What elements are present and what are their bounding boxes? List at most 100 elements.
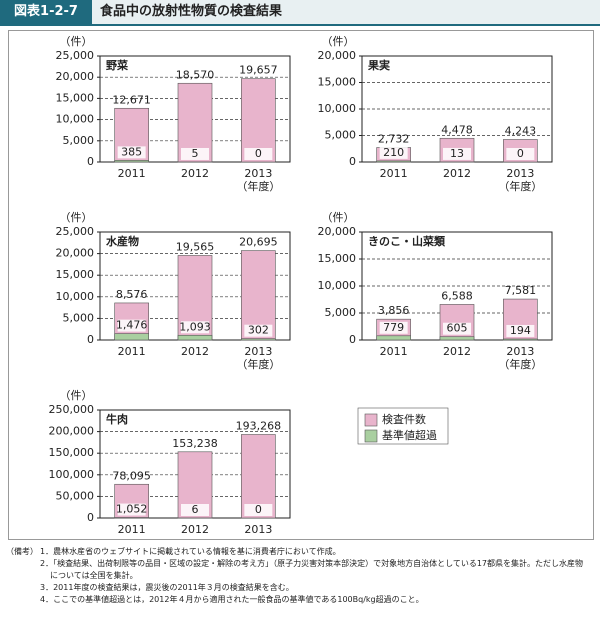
y-tick-label: 10,000 xyxy=(56,113,95,126)
y-tick-label: 0 xyxy=(87,333,94,346)
note-item: 3．2011年度の検査結果は，震災後の2011年３月の検査結果を含む。 xyxy=(40,583,294,592)
y-tick-label: 10,000 xyxy=(56,290,95,303)
y-axis-unit: （件） xyxy=(60,389,93,402)
notes-label: （備考） xyxy=(6,547,38,556)
value-label: 605 xyxy=(447,322,468,335)
x-tick-label: 2011 xyxy=(118,345,146,358)
title-bg xyxy=(364,58,400,74)
x-tick-label: 2013 xyxy=(506,345,534,358)
y-tick-label: 10,000 xyxy=(318,102,357,115)
x-tick-label: 2011 xyxy=(118,523,146,536)
figure-number: 図表1-2-7 xyxy=(0,0,92,24)
value-label: 6 xyxy=(192,503,199,516)
value-label-bg xyxy=(181,147,209,160)
value-label-bg xyxy=(379,321,408,334)
x-axis-unit: （年度） xyxy=(236,179,280,193)
value-label: 78,095 xyxy=(112,469,151,482)
y-tick-label: 5,000 xyxy=(325,306,357,319)
x-tick-label: 2013 xyxy=(244,523,272,536)
chart-title: 果実 xyxy=(367,58,390,72)
value-label: 385 xyxy=(121,145,142,158)
value-label: 193,268 xyxy=(236,420,282,433)
legend-swatch xyxy=(364,413,378,427)
title-bg xyxy=(102,58,138,74)
x-tick-label: 2012 xyxy=(181,345,209,358)
x-tick-label: 2013 xyxy=(244,345,272,358)
y-tick-label: 150,000 xyxy=(49,446,95,459)
value-label: 19,565 xyxy=(176,240,215,253)
y-tick-label: 10,000 xyxy=(318,279,357,292)
x-tick-label: 2011 xyxy=(380,167,408,180)
x-tick-label: 2012 xyxy=(181,523,209,536)
value-label: 1,476 xyxy=(116,319,148,332)
x-axis-unit: （年度） xyxy=(236,357,280,371)
y-tick-label: 250,000 xyxy=(49,403,95,416)
chart-title: 野菜 xyxy=(106,58,129,72)
value-label-bg xyxy=(117,146,146,159)
value-label-bg xyxy=(379,146,408,159)
y-tick-label: 15,000 xyxy=(318,76,357,89)
value-label-bg xyxy=(244,504,273,516)
bar xyxy=(114,333,149,341)
value-label-bg xyxy=(181,321,209,334)
value-label: 18,570 xyxy=(176,68,215,81)
y-tick-label: 5,000 xyxy=(63,311,95,324)
value-label: 6,588 xyxy=(441,289,473,302)
value-label: 194 xyxy=(510,324,531,337)
value-label: 153,238 xyxy=(172,437,218,450)
bar xyxy=(503,338,538,341)
value-label-bg xyxy=(181,503,209,516)
value-label: 20,695 xyxy=(239,236,278,249)
value-label-bg xyxy=(117,503,146,516)
value-label: 1,052 xyxy=(116,503,148,516)
value-label: 1,093 xyxy=(179,320,211,333)
value-label: 210 xyxy=(383,146,404,159)
value-label: 0 xyxy=(255,503,262,516)
value-label: 2,732 xyxy=(378,133,410,146)
x-tick-label: 2011 xyxy=(118,167,146,180)
y-tick-label: 15,000 xyxy=(56,91,95,104)
chart-panel xyxy=(8,30,594,540)
value-label: 779 xyxy=(383,321,404,334)
x-axis-unit: （年度） xyxy=(498,357,542,371)
x-tick-label: 2012 xyxy=(181,167,209,180)
y-tick-label: 0 xyxy=(87,155,94,168)
y-axis-unit: （件） xyxy=(322,211,355,224)
value-label: 5 xyxy=(192,147,199,160)
value-label: 302 xyxy=(248,324,269,337)
value-label: 19,657 xyxy=(239,64,278,77)
x-axis-unit: （年度） xyxy=(498,179,542,193)
title-bg xyxy=(364,234,470,250)
x-tick-label: 2012 xyxy=(443,167,471,180)
notes: （備考） 1．農林水産省のウェブサイトに掲載されている情報を基に消費者庁において… xyxy=(6,546,590,606)
legend-label: 基準値超過 xyxy=(382,428,437,442)
y-tick-label: 5,000 xyxy=(63,134,95,147)
value-label-bg xyxy=(506,148,535,160)
value-label-bg xyxy=(506,324,535,337)
legend-frame xyxy=(357,407,449,445)
value-label-bg xyxy=(117,319,146,332)
value-label: 0 xyxy=(255,147,262,160)
y-tick-label: 20,000 xyxy=(56,70,95,83)
y-tick-label: 25,000 xyxy=(56,49,95,62)
y-tick-label: 15,000 xyxy=(318,252,357,265)
bar xyxy=(114,160,149,163)
x-tick-label: 2012 xyxy=(443,345,471,358)
value-label-bg xyxy=(443,147,471,160)
y-tick-label: 100,000 xyxy=(49,468,95,481)
x-tick-label: 2011 xyxy=(380,345,408,358)
bar xyxy=(376,335,411,341)
title-bg xyxy=(102,234,152,250)
value-label-bg xyxy=(244,148,273,160)
title-bg xyxy=(102,412,138,428)
y-tick-label: 200,000 xyxy=(49,425,95,438)
y-axis-unit: （件） xyxy=(60,35,93,48)
value-label: 0 xyxy=(517,147,524,160)
value-label: 3,856 xyxy=(378,304,410,317)
value-label: 13 xyxy=(450,147,464,160)
y-tick-label: 20,000 xyxy=(318,49,357,62)
chart-title: 牛肉 xyxy=(106,412,128,426)
y-tick-label: 50,000 xyxy=(56,489,95,502)
value-label: 7,581 xyxy=(505,284,537,297)
bar xyxy=(439,336,475,341)
